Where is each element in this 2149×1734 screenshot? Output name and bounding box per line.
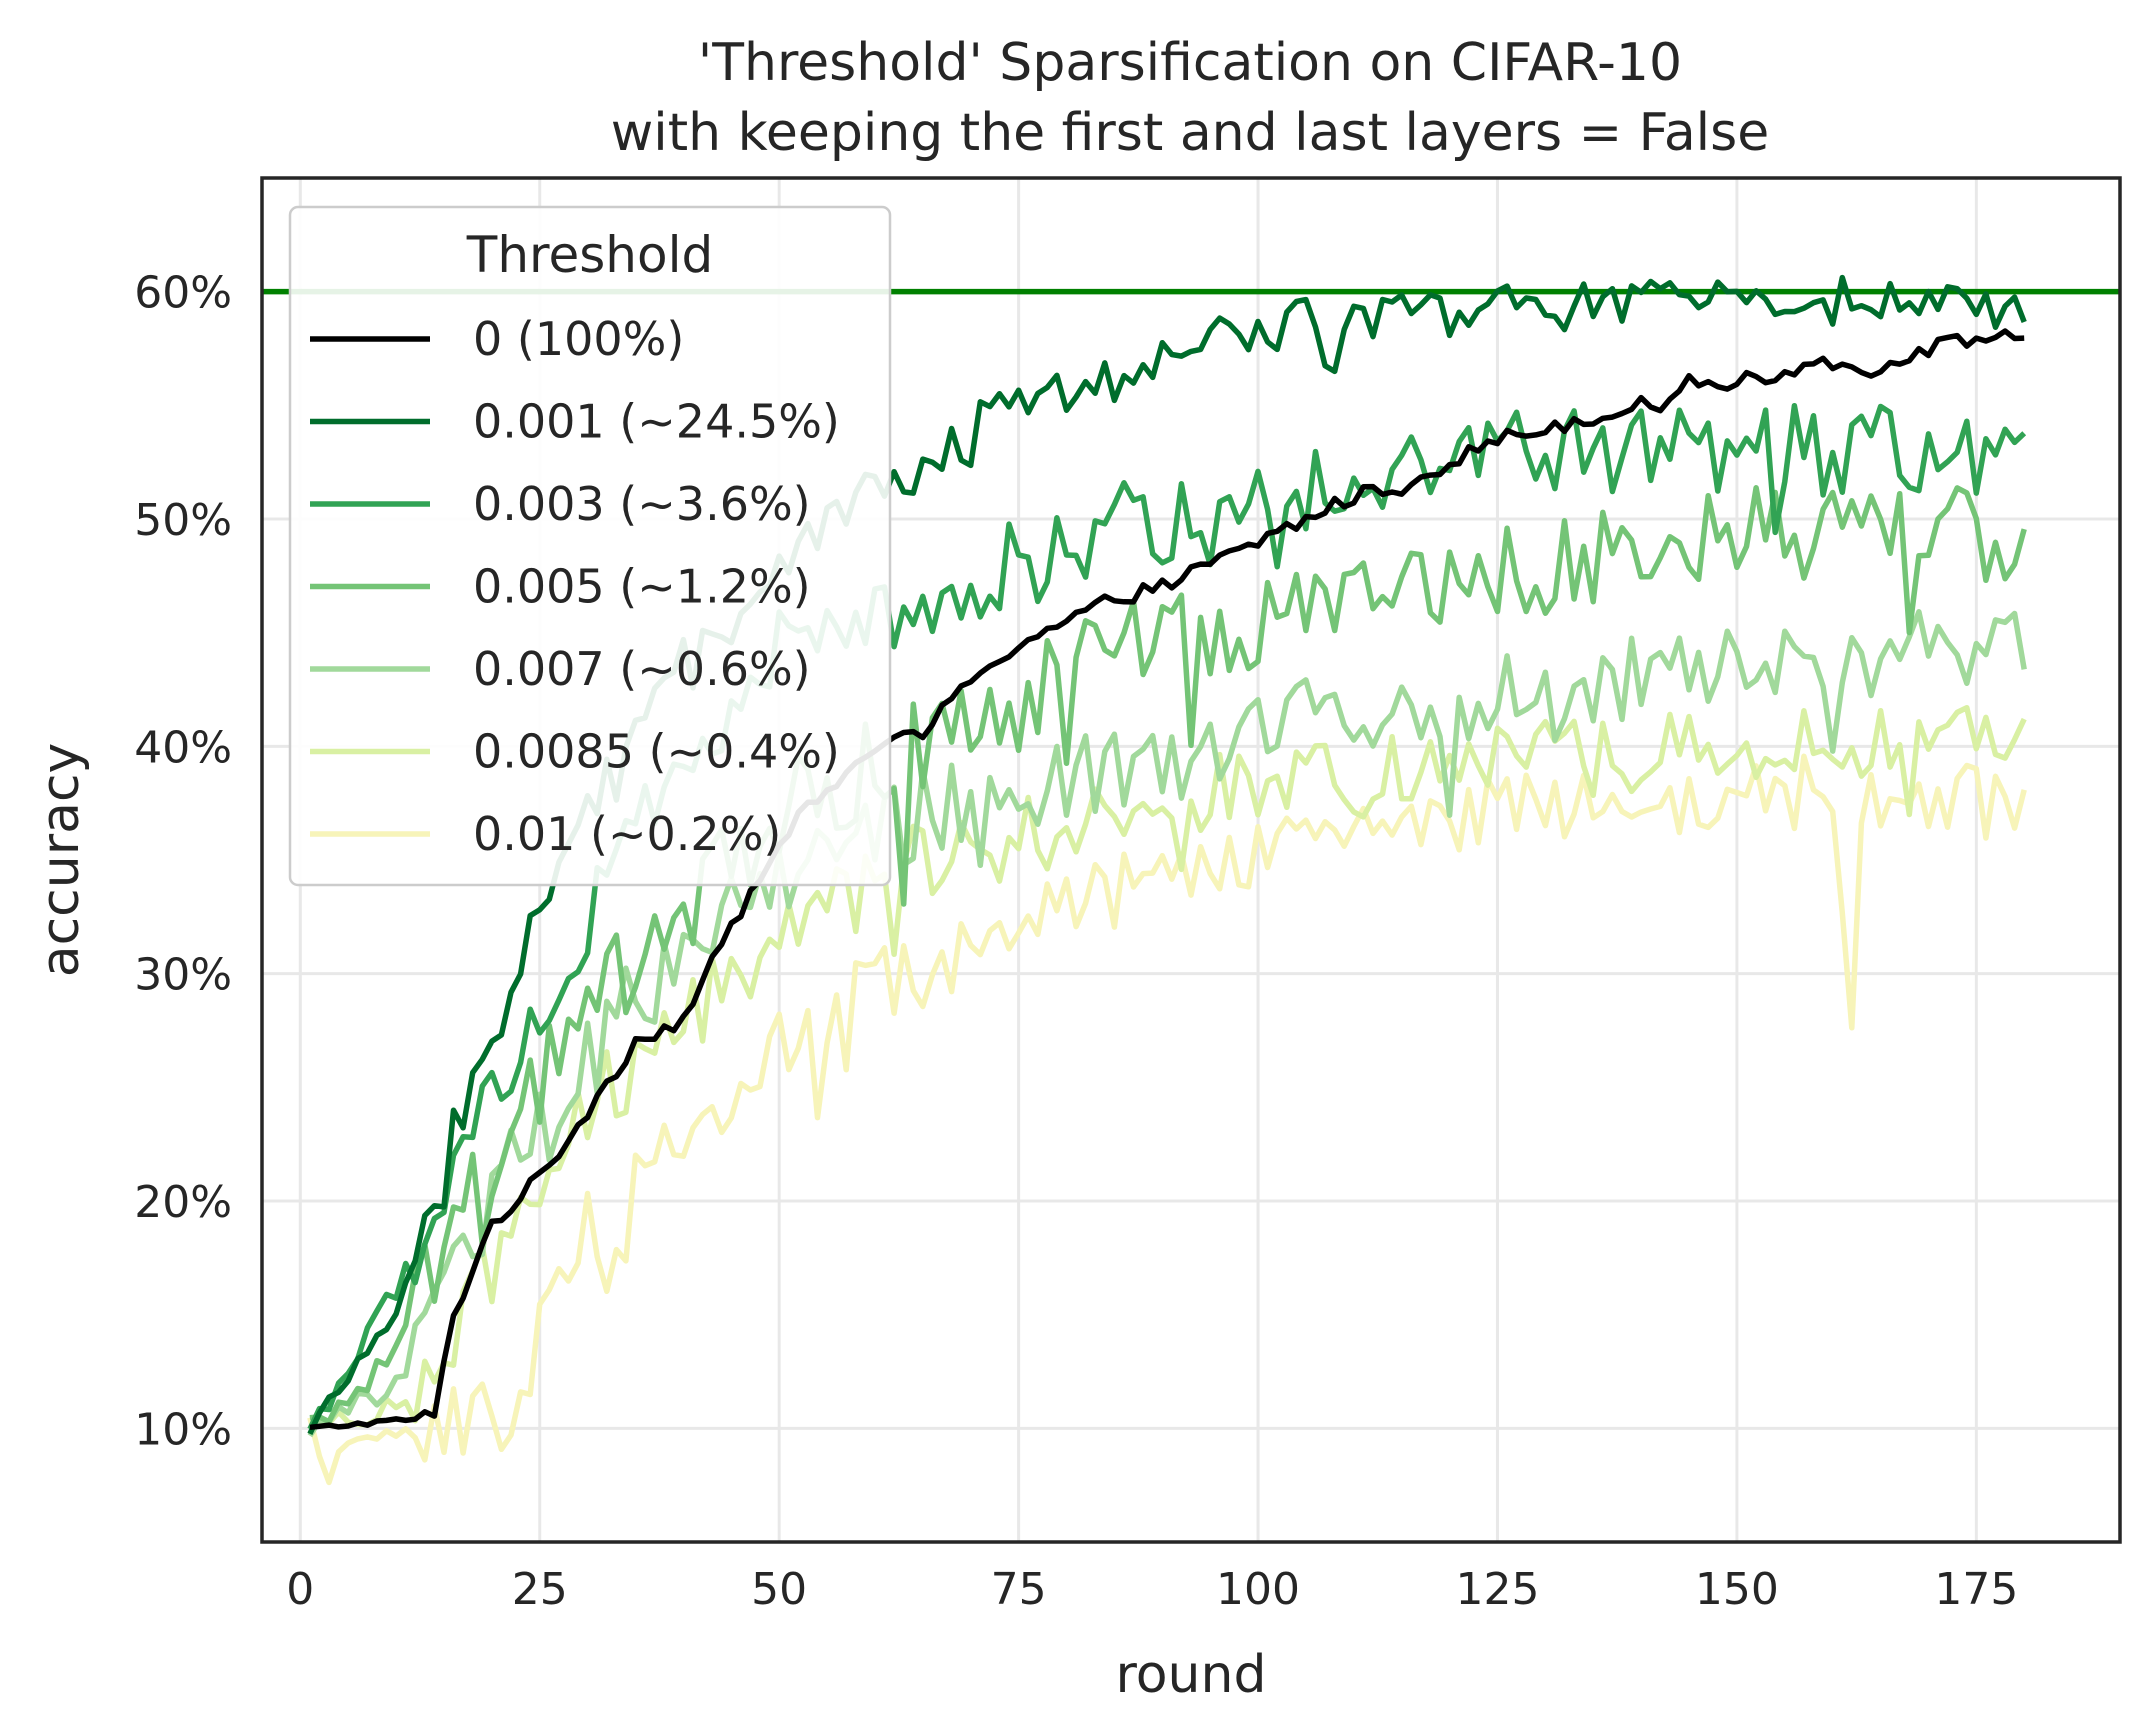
y-tick-labels: 10% 20% 30% 40% 50% 60% xyxy=(134,268,232,1456)
series-line-4 xyxy=(307,609,2027,1438)
y-tick-label: 30% xyxy=(134,950,232,1001)
x-tick-label: 75 xyxy=(991,1564,1047,1615)
x-tick-labels: 0 25 50 75 100 125 150 175 xyxy=(286,1564,2018,1615)
x-tick-label: 125 xyxy=(1455,1564,1539,1615)
x-tick-label: 100 xyxy=(1216,1564,1300,1615)
series-line-6 xyxy=(307,753,2027,1486)
series-line-3 xyxy=(309,485,2027,1425)
x-tick-label: 50 xyxy=(751,1564,807,1615)
series-line-0 xyxy=(309,328,2025,1431)
legend: Threshold 0 (100%) 0.001 (~24.5%) 0.003 (~… xyxy=(288,205,892,887)
legend-label: 0.01 (~0.2%) xyxy=(473,807,781,861)
legend-label: 0.0085 (~0.4%) xyxy=(473,725,840,779)
chart-title-line2: with keeping the first and last layers =… xyxy=(611,103,1769,163)
legend-label: 0.007 (~0.6%) xyxy=(473,642,811,696)
legend-label: 0.003 (~3.6%) xyxy=(473,477,811,531)
y-tick-label: 40% xyxy=(134,722,232,773)
series-line-5 xyxy=(309,704,2027,1429)
y-tick-label: 10% xyxy=(134,1404,232,1455)
legend-label: 0 (100%) xyxy=(473,312,684,366)
legend-label: 0.005 (~1.2%) xyxy=(473,560,811,614)
x-tick-label: 175 xyxy=(1934,1564,2018,1615)
y-axis-label: accuracy xyxy=(31,743,91,978)
legend-title: Threshold xyxy=(466,226,713,284)
y-tick-label: 50% xyxy=(134,495,232,546)
legend-box xyxy=(288,205,892,887)
legend-entries: 0 (100%) 0.001 (~24.5%) 0.003 (~3.6%) 0.005… xyxy=(310,312,840,861)
x-tick-label: 150 xyxy=(1695,1564,1779,1615)
x-axis-label: round xyxy=(1116,1645,1267,1705)
legend-label: 0.001 (~24.5%) xyxy=(473,395,840,449)
plot-frame xyxy=(260,176,2122,1544)
y-tick-label: 20% xyxy=(134,1177,232,1228)
x-tick-label: 0 xyxy=(286,1564,314,1615)
x-tick-label: 25 xyxy=(512,1564,568,1615)
y-tick-label: 60% xyxy=(134,268,232,319)
chart-title-line1: 'Threshold' Sparsification on CIFAR-10 xyxy=(698,33,1682,93)
